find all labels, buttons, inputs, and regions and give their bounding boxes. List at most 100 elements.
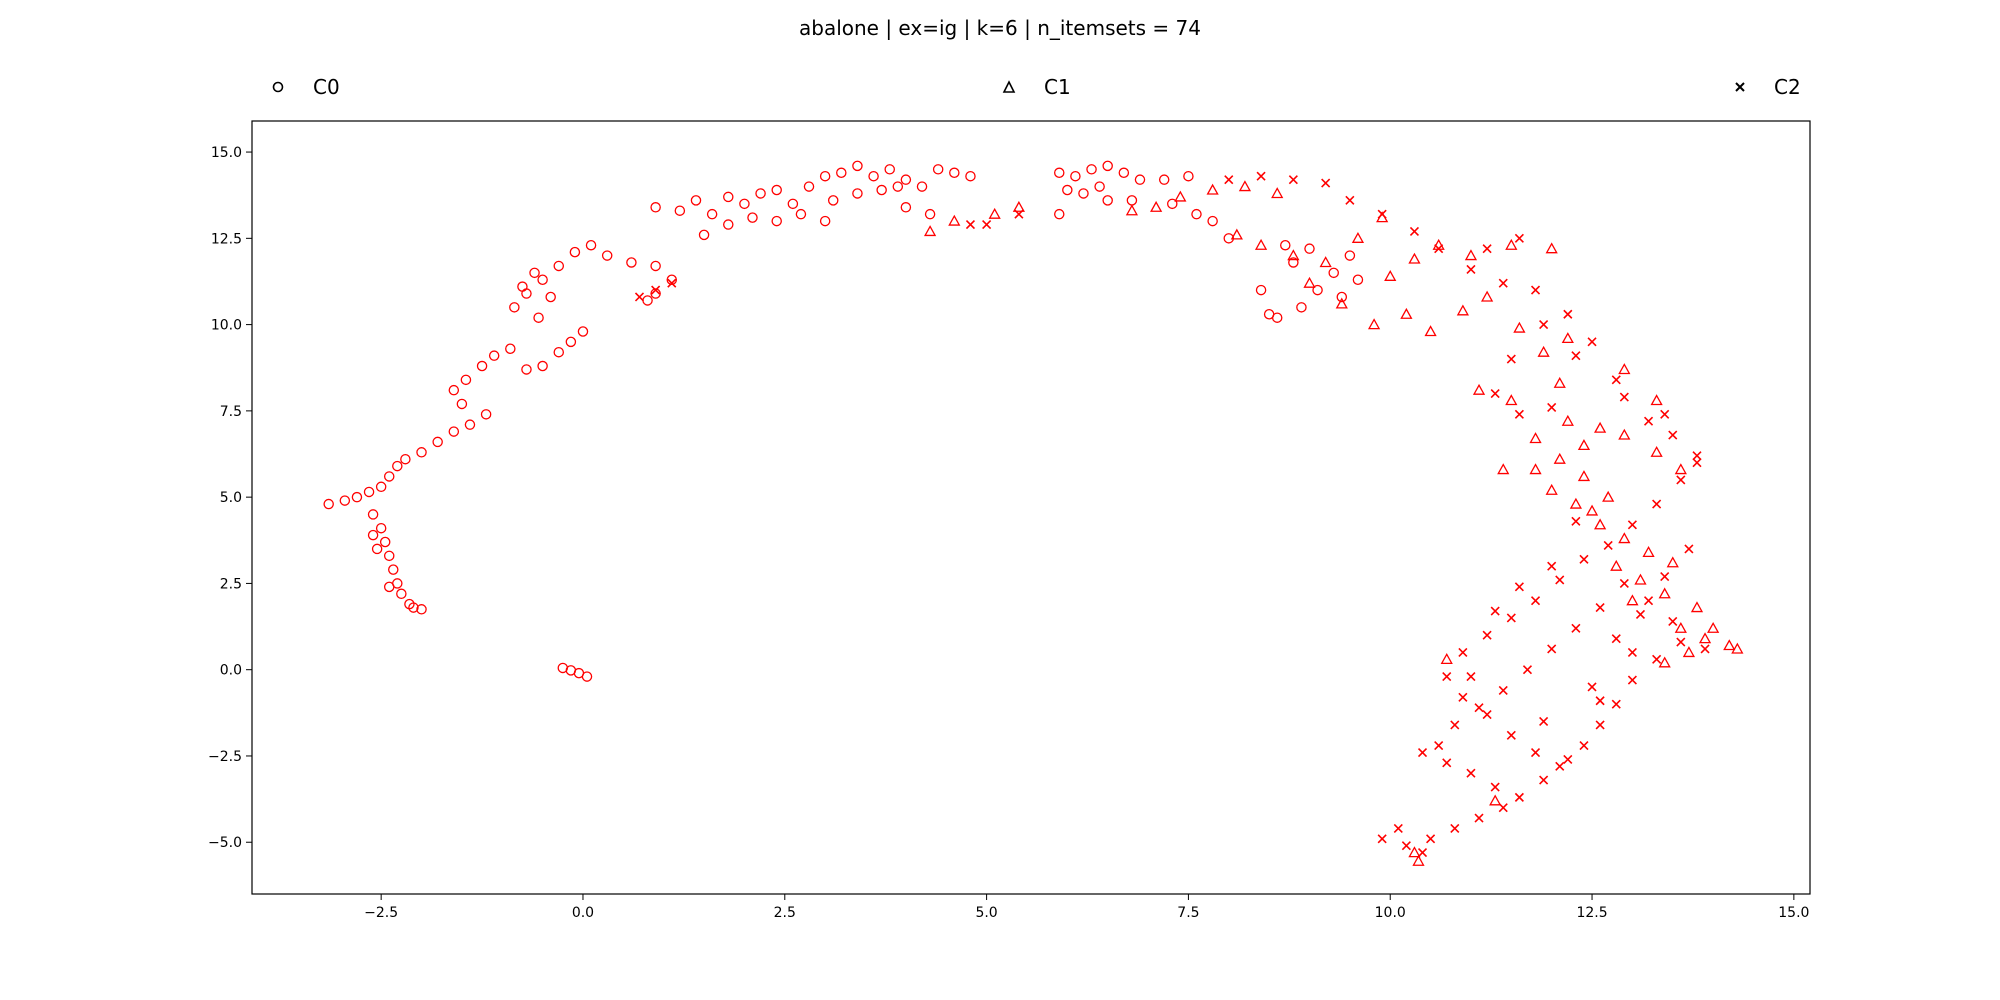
data-point: [569, 246, 581, 258]
data-point: [1070, 170, 1081, 182]
data-point: [1256, 171, 1266, 181]
data-point: [924, 208, 936, 220]
data-point: [1440, 653, 1453, 664]
data-point: [1158, 174, 1170, 185]
data-point: [1288, 175, 1298, 185]
data-point: [1587, 337, 1597, 347]
y-tick-label: 10.0: [211, 318, 242, 334]
data-point: [1569, 497, 1583, 509]
y-tick-label: 5.0: [220, 490, 242, 506]
legend-marker-circle-icon: [272, 81, 284, 93]
data-point: [1505, 238, 1518, 250]
data-point: [416, 447, 427, 458]
data-point: [1456, 304, 1469, 316]
data-point: [1472, 383, 1486, 395]
data-point: [339, 495, 351, 506]
data-point: [1537, 345, 1550, 357]
data-point: [1424, 325, 1437, 337]
data-point: [651, 285, 661, 295]
data-point: [1603, 540, 1613, 551]
data-point: [585, 239, 597, 251]
data-point: [1078, 188, 1089, 199]
data-point: [739, 198, 750, 210]
data-point: [1652, 499, 1662, 509]
data-point: [553, 346, 565, 358]
data-point: [1319, 256, 1332, 268]
data-point: [1643, 596, 1654, 606]
data-point: [1238, 180, 1252, 192]
data-point: [626, 257, 637, 268]
data-point: [1514, 233, 1524, 243]
data-point: [1684, 544, 1694, 554]
data-point: [1377, 834, 1387, 844]
data-point: [916, 181, 928, 192]
data-point: [1498, 278, 1508, 288]
data-point: [1595, 696, 1605, 706]
y-tick-label: 12.5: [211, 231, 242, 247]
data-point: [1579, 554, 1589, 564]
data-point: [537, 274, 548, 285]
data-point: [1674, 463, 1687, 475]
data-point: [1230, 228, 1243, 240]
data-point: [1474, 813, 1484, 823]
data-point: [367, 509, 379, 520]
data-point: [1692, 451, 1702, 461]
data-point: [1723, 639, 1736, 651]
data-point: [1400, 307, 1413, 319]
legend-label-c2: C2: [1774, 75, 1801, 99]
y-tick-label: 7.5: [220, 404, 242, 420]
data-point: [1174, 190, 1187, 202]
data-point: [949, 167, 960, 179]
data-point: [706, 208, 718, 220]
data-point: [1561, 414, 1574, 426]
data-point: [868, 170, 879, 182]
data-point: [1183, 170, 1194, 182]
legend-item-c2: C2: [1735, 75, 1801, 99]
data-point: [509, 302, 520, 313]
data-point: [375, 522, 387, 534]
data-point: [1545, 242, 1558, 254]
data-point: [1563, 309, 1573, 319]
data-point: [1489, 794, 1502, 806]
data-point: [1287, 249, 1300, 261]
y-tick-label: 15.0: [211, 145, 242, 161]
data-point: [852, 188, 863, 199]
data-point: [667, 278, 677, 288]
data-point: [1602, 490, 1615, 502]
data-point: [392, 460, 403, 472]
data-point: [1650, 445, 1663, 457]
data-point: [1587, 682, 1597, 692]
data-point: [795, 208, 807, 220]
data-point: [1553, 376, 1566, 388]
data-point: [1482, 709, 1492, 720]
x-tick-label: 12.5: [1576, 905, 1607, 921]
data-point: [884, 164, 895, 175]
data-point: [1288, 257, 1299, 268]
data-point: [1627, 520, 1637, 530]
data-point: [1553, 452, 1566, 464]
data-point: [1335, 297, 1348, 309]
data-point: [517, 281, 528, 292]
data-point: [521, 364, 532, 375]
data-point: [965, 170, 976, 182]
data-point: [1408, 846, 1421, 858]
data-point: [836, 167, 847, 179]
data-point: [1505, 394, 1518, 406]
data-point: [383, 550, 395, 562]
data-point: [982, 219, 992, 230]
data-point: [577, 326, 589, 337]
data-point: [1561, 332, 1574, 344]
data-point: [480, 409, 492, 420]
data-point: [521, 288, 532, 299]
data-point: [723, 219, 734, 230]
y-tick-label: 0.0: [220, 663, 242, 679]
data-point: [1692, 458, 1702, 468]
data-point: [787, 198, 799, 210]
data-point: [634, 292, 645, 302]
data-point: [1514, 582, 1524, 592]
data-point: [383, 471, 395, 482]
data-point: [1627, 675, 1637, 685]
data-point: [1529, 463, 1542, 475]
data-point: [1619, 392, 1629, 402]
